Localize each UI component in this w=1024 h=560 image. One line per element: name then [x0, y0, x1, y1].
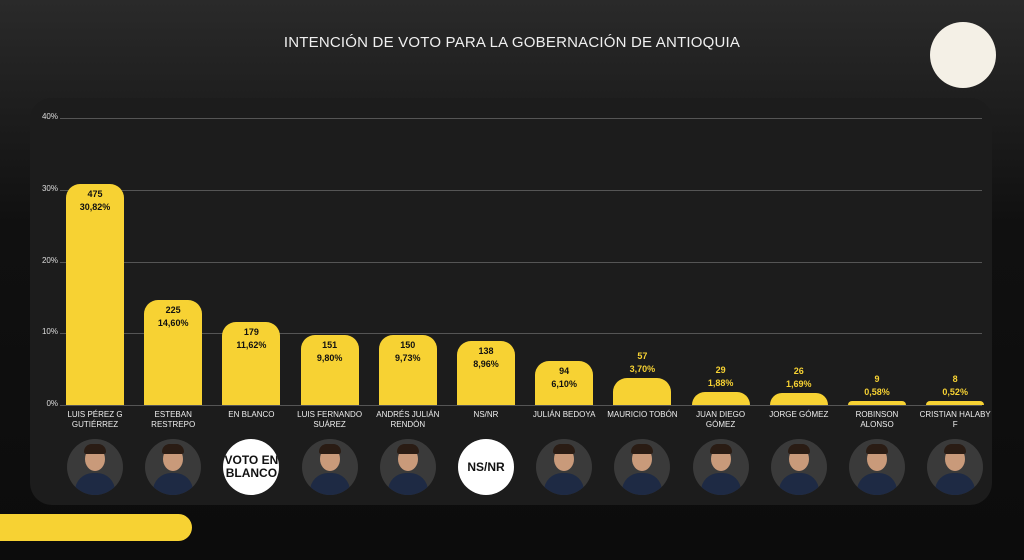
- x-tick-label: NS/NR: [473, 410, 499, 419]
- data-label: 8,96%: [473, 358, 499, 369]
- photo-badge: VOTO EN BLANCO: [223, 439, 280, 495]
- portrait-suit: [622, 473, 663, 495]
- bar: [535, 361, 594, 405]
- count-label: 150: [400, 340, 416, 351]
- bar: [926, 401, 985, 405]
- portrait-suit: [700, 473, 741, 495]
- data-label: 9,80%: [316, 352, 343, 363]
- portrait-suit: [153, 473, 194, 495]
- photo: [849, 439, 905, 495]
- y-tick-label: 30%: [41, 183, 58, 193]
- portrait-suit: [75, 473, 115, 495]
- grid-line: [60, 405, 982, 406]
- chart-title: INTENCIÓN DE VOTO PARA LA GOBERNACIÓN DE…: [283, 34, 741, 51]
- count-label: 179: [243, 326, 259, 337]
- data-label: 6,10%: [551, 379, 577, 390]
- portrait-hair: [787, 444, 810, 454]
- portrait-hair: [396, 444, 419, 454]
- portrait-hair: [162, 444, 185, 454]
- data-label: 1,69%: [786, 378, 812, 389]
- x-tick-label: LUIS PÉREZ G GUTIÉRREZ: [67, 410, 123, 429]
- grid-line: [60, 261, 982, 263]
- x-tick-label: MAURICIO TOBÓN: [607, 410, 678, 419]
- bar: [300, 334, 359, 405]
- data-label: 11,62%: [236, 339, 267, 350]
- x-tick-label: ESTEBAN RESTREPO: [151, 410, 196, 429]
- count-label: 94: [559, 366, 570, 377]
- grid-line: [60, 189, 982, 191]
- portrait-suit: [778, 473, 819, 495]
- decor-pill: [0, 514, 192, 541]
- grid-line: [60, 333, 982, 335]
- x-tick-label: ROBINSON ALONSO: [855, 410, 899, 429]
- portrait-hair: [318, 444, 341, 454]
- bar: [222, 321, 281, 405]
- photo: [927, 439, 984, 495]
- portrait-hair: [866, 444, 888, 454]
- photo: [536, 439, 593, 495]
- data-label: 0,52%: [942, 387, 968, 398]
- photo: [379, 439, 436, 495]
- count-label: 9: [874, 373, 880, 384]
- x-tick-label: JULIÁN BEDOYA: [532, 410, 596, 419]
- bar: [848, 400, 906, 405]
- data-label: 0,58%: [864, 386, 890, 397]
- portrait-hair: [944, 444, 967, 454]
- x-tick-label: ANDRÉS JULIÁN RENDÓN: [376, 410, 440, 429]
- count-label: 29: [715, 364, 726, 375]
- count-label: 57: [637, 351, 648, 362]
- data-label: 30,82%: [79, 201, 111, 212]
- logo: [930, 22, 996, 88]
- photo: [145, 439, 202, 495]
- photo: [67, 439, 123, 495]
- photo: [614, 439, 671, 495]
- count-label: 138: [478, 345, 494, 356]
- data-label: 3,70%: [629, 364, 656, 375]
- x-tick-label: JORGE GÓMEZ: [769, 410, 829, 419]
- bar: [378, 335, 437, 405]
- x-tick-label: LUIS FERNANDO SUÁREZ: [297, 410, 363, 429]
- portrait-suit: [935, 473, 976, 495]
- bar: [144, 300, 203, 405]
- x-tick-label: CRISTIAN HALABY F: [919, 410, 991, 429]
- photo: [770, 439, 827, 495]
- data-label: 14,60%: [157, 318, 189, 329]
- data-label: 1,88%: [707, 377, 734, 388]
- count-label: 26: [793, 365, 804, 376]
- portrait-suit: [309, 473, 350, 495]
- photo-badge: NS/NR: [458, 439, 514, 495]
- data-label: 9,73%: [395, 353, 421, 364]
- x-tick-label: JUAN DIEGO GÓMEZ: [696, 410, 746, 429]
- y-tick-label: 0%: [46, 399, 58, 408]
- portrait-hair: [631, 444, 654, 454]
- bar: [769, 392, 828, 405]
- portrait-hair: [709, 444, 732, 454]
- y-tick-label: 40%: [41, 112, 58, 121]
- count-label: 8: [952, 374, 958, 385]
- count-label: 475: [87, 188, 103, 199]
- photo: [692, 439, 749, 495]
- photo: [301, 439, 358, 495]
- portrait-suit: [544, 473, 585, 495]
- count-label: 225: [165, 305, 181, 316]
- bar: [613, 378, 672, 405]
- portrait-suit: [857, 473, 897, 495]
- bar: [66, 183, 124, 405]
- count-label: 151: [322, 339, 338, 350]
- bar: [691, 391, 750, 405]
- grid-line: [60, 118, 982, 119]
- y-tick-label: 10%: [41, 327, 58, 337]
- bar: [457, 340, 515, 405]
- portrait-hair: [84, 444, 106, 454]
- y-tick-label: 20%: [41, 255, 58, 265]
- x-tick-label: EN BLANCO: [228, 410, 275, 419]
- portrait-suit: [387, 473, 428, 495]
- portrait-hair: [553, 444, 576, 454]
